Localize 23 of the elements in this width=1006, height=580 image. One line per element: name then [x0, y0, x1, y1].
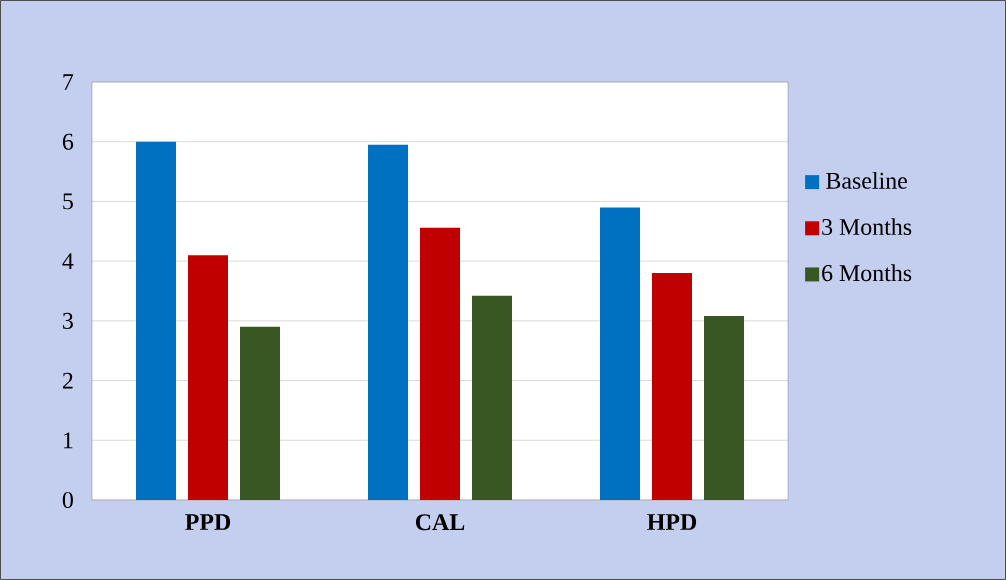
bar: [136, 141, 177, 500]
x-tick-label: PPD: [185, 514, 231, 530]
x-tick-label: HPD: [647, 514, 697, 530]
bar: [472, 295, 513, 500]
legend-label: 6 Months: [822, 264, 912, 282]
x-tick-label: CAL: [415, 514, 465, 531]
bar: [600, 207, 641, 500]
bar: [704, 316, 745, 500]
y-tick-label: 2: [62, 372, 73, 389]
y-tick-label: 1: [63, 432, 73, 449]
y-tick-label: 5: [63, 193, 73, 210]
legend-label: Baseline: [826, 172, 907, 189]
bar: [368, 144, 409, 500]
bar: [420, 227, 461, 500]
legend-label: 3 Months: [822, 218, 912, 236]
y-tick-label: 4: [62, 253, 74, 269]
y-tick-label: 7: [63, 74, 74, 90]
y-tick-label: 6: [62, 133, 74, 150]
bar: [240, 326, 281, 500]
bar: [188, 255, 229, 500]
bar: [652, 273, 693, 500]
y-tick-label: 3: [63, 312, 73, 329]
y-tick-label: 0: [62, 491, 73, 509]
